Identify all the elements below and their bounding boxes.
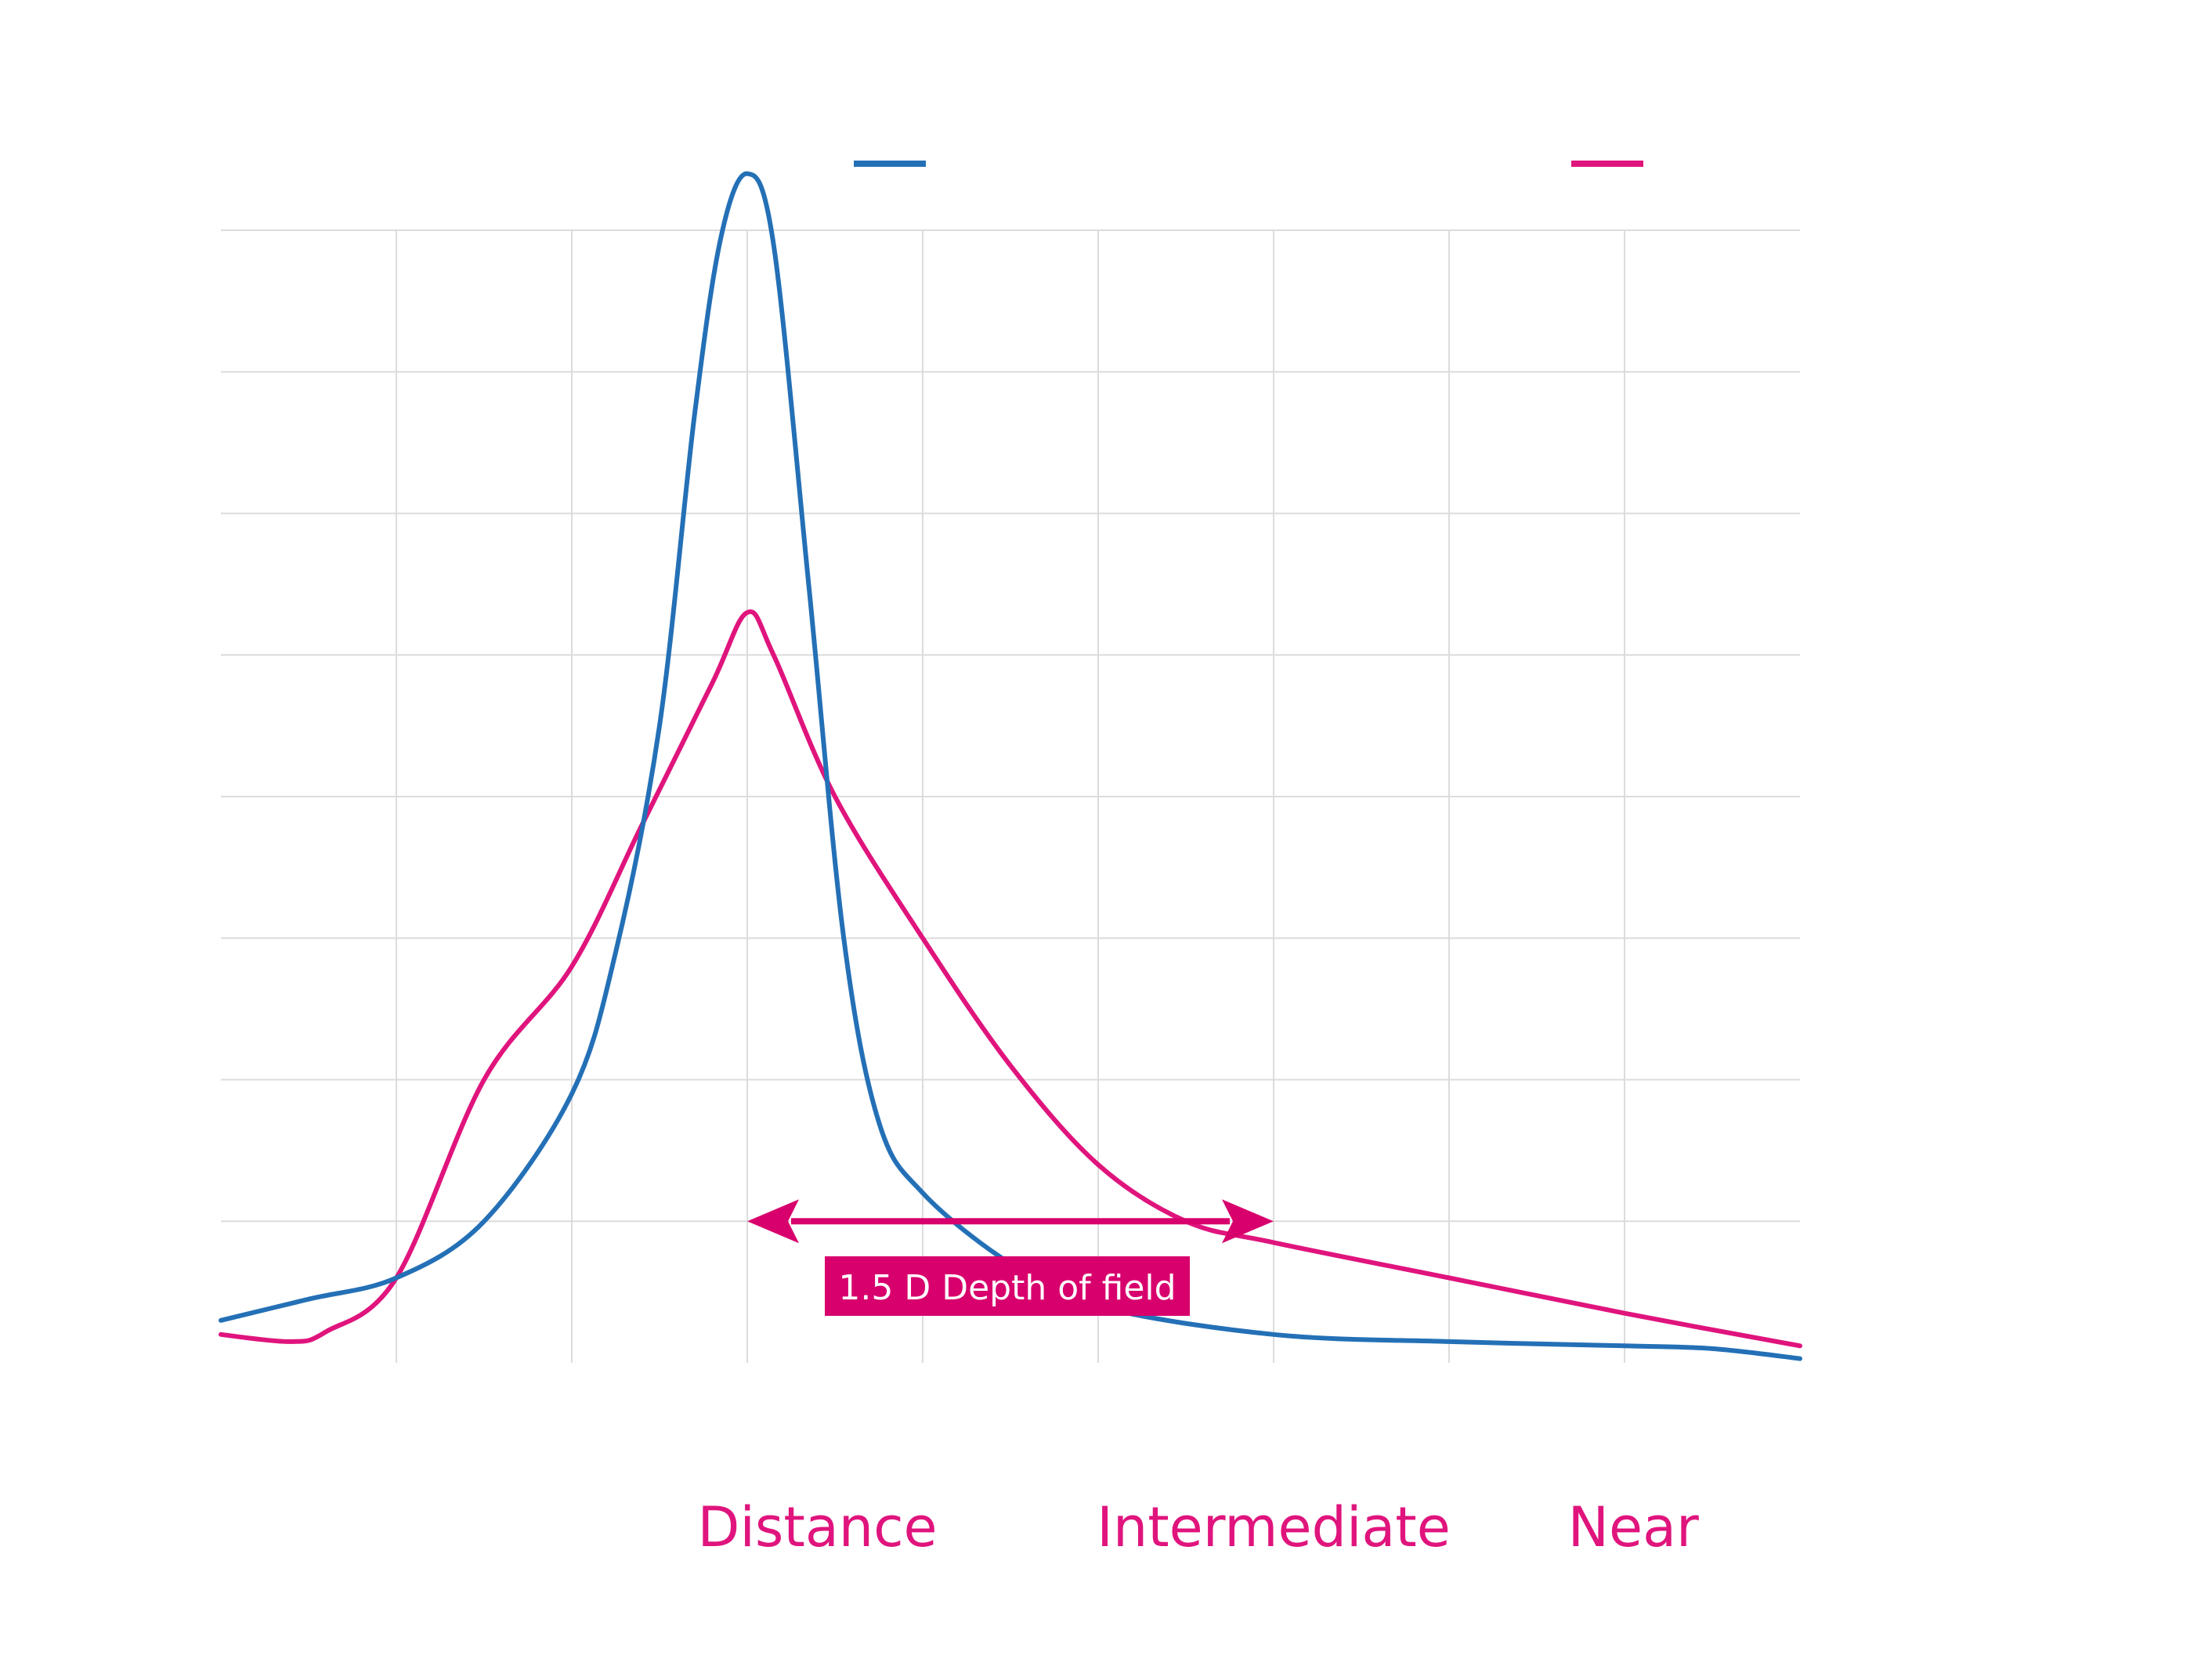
- zone-label-near: Near: [1568, 1495, 1699, 1559]
- series-line-blue: [219, 171, 1802, 1361]
- depth-of-field-label: 1.5 D Depth of field: [838, 1268, 1176, 1308]
- zone-labels: Distance Intermediate Near: [698, 1495, 1699, 1559]
- zone-label-distance: Distance: [698, 1495, 938, 1559]
- depth-of-field-arrowhead-left: [747, 1199, 799, 1244]
- depth-of-field-annotation: 1.5 D Depth of field: [747, 1199, 1274, 1316]
- depth-of-field-label-box: [825, 1256, 1190, 1316]
- series-group: [219, 171, 1802, 1361]
- series-line-magenta: [219, 609, 1802, 1349]
- depth-of-field-arrowhead-right: [1222, 1199, 1274, 1244]
- zone-label-intermediate: Intermediate: [1097, 1495, 1451, 1559]
- grid: [221, 229, 1800, 1363]
